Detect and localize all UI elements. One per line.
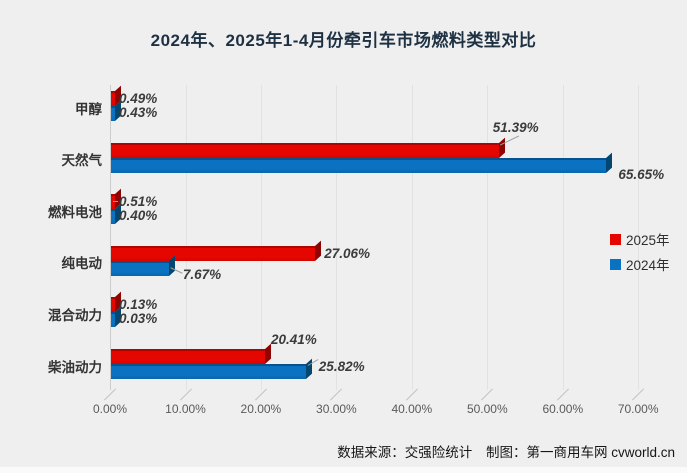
- legend-item: 2024年: [610, 256, 670, 273]
- bar-3d-cap: [498, 137, 505, 158]
- axis-tick-label: 10.00%: [165, 402, 206, 416]
- category-label: 天然气: [61, 153, 103, 169]
- value-label-2025: 0.51%: [119, 194, 158, 210]
- footer-source: 数据来源：交强险统计: [337, 445, 473, 460]
- value-label-2025: 20.41%: [271, 332, 317, 347]
- axis-floor-slash: [405, 388, 418, 401]
- bar-2024-混合动力: [111, 306, 121, 328]
- value-label-2024: 65.65%: [618, 166, 665, 182]
- axis-tick-label: 40.00%: [391, 402, 433, 416]
- category-label: 柴油动力: [48, 359, 102, 375]
- bar-3d-cap: [168, 255, 175, 276]
- bar-2025-混合动力: [111, 291, 121, 313]
- bar-2025-甲醇: [111, 85, 121, 106]
- bar-2025-天然气: [111, 137, 505, 158]
- value-label-2024: 0.40%: [119, 208, 158, 224]
- gridline: [487, 85, 489, 390]
- axis-floor-slash: [481, 388, 494, 401]
- gridline: [562, 85, 564, 390]
- value-label-2025: 27.06%: [324, 245, 370, 261]
- legend-swatch: [610, 233, 621, 245]
- value-label-2025: 51.39%: [492, 119, 539, 135]
- bar-2025-燃料电池: [111, 188, 121, 210]
- gridline: [260, 85, 262, 390]
- bar-2024-甲醇: [111, 100, 121, 121]
- bar-2025-柴油动力: [111, 343, 271, 364]
- legend-label: 2025年: [626, 233, 670, 248]
- category-label: 纯电动: [61, 256, 103, 272]
- gridline: [411, 85, 413, 390]
- axis-floor-slash: [556, 388, 569, 401]
- legend-swatch: [610, 258, 621, 270]
- bar-2024-柴油动力: [111, 358, 312, 379]
- category-axis-line: [110, 85, 111, 390]
- bar-2024-燃料电池: [111, 203, 121, 225]
- axis-floor-slash: [179, 388, 192, 401]
- gridline: [185, 85, 187, 390]
- value-label-2024: 0.03%: [119, 311, 158, 327]
- bar-2024-天然气: [111, 152, 613, 173]
- axis-tick-label: 50.00%: [466, 402, 508, 416]
- footer-credit: 制图：第一商用车网 cvworld.cn: [485, 445, 675, 460]
- axis-floor-slash: [103, 388, 117, 401]
- axis-tick-label: 20.00%: [240, 402, 282, 416]
- axis-tick-label: 70.00%: [617, 402, 659, 416]
- category-label: 甲醇: [75, 101, 102, 117]
- footer: 数据来源：交强险统计 制图：第一商用车网 cvworld.cn: [327, 441, 675, 461]
- bar-3d-cap: [606, 152, 613, 173]
- legend-item: 2025年: [610, 231, 670, 248]
- chart-title: 2024年、2025年1-4月份牵引车市场燃料类型对比: [150, 31, 537, 50]
- axis-tick-label: 30.00%: [316, 402, 357, 416]
- bottom-strip: [0, 467, 687, 473]
- axis-floor-slash: [632, 388, 645, 401]
- axis-floor-slash: [254, 388, 267, 401]
- value-label-2024: 0.43%: [119, 105, 158, 120]
- leader-line: [113, 201, 118, 203]
- bar-2025-纯电动: [111, 240, 322, 261]
- axis-tick-label: 60.00%: [542, 402, 584, 416]
- gridline: [336, 85, 338, 390]
- legend-label: 2024年: [626, 258, 670, 273]
- bar-2024-纯电动: [111, 255, 175, 276]
- axis-floor-slash: [330, 388, 343, 401]
- value-label-2025: 0.49%: [119, 91, 158, 106]
- legend: 2025年 2024年: [610, 231, 670, 281]
- gridline: [638, 85, 640, 390]
- value-label-2024: 7.67%: [182, 266, 222, 282]
- axis-tick-label: 0.00%: [92, 402, 128, 416]
- value-label-2024: 25.82%: [318, 359, 365, 374]
- category-label: 混合动力: [48, 307, 102, 323]
- value-label-2025: 0.13%: [119, 297, 158, 313]
- category-label: 燃料电池: [48, 204, 102, 220]
- bar-3d-cap: [315, 240, 322, 261]
